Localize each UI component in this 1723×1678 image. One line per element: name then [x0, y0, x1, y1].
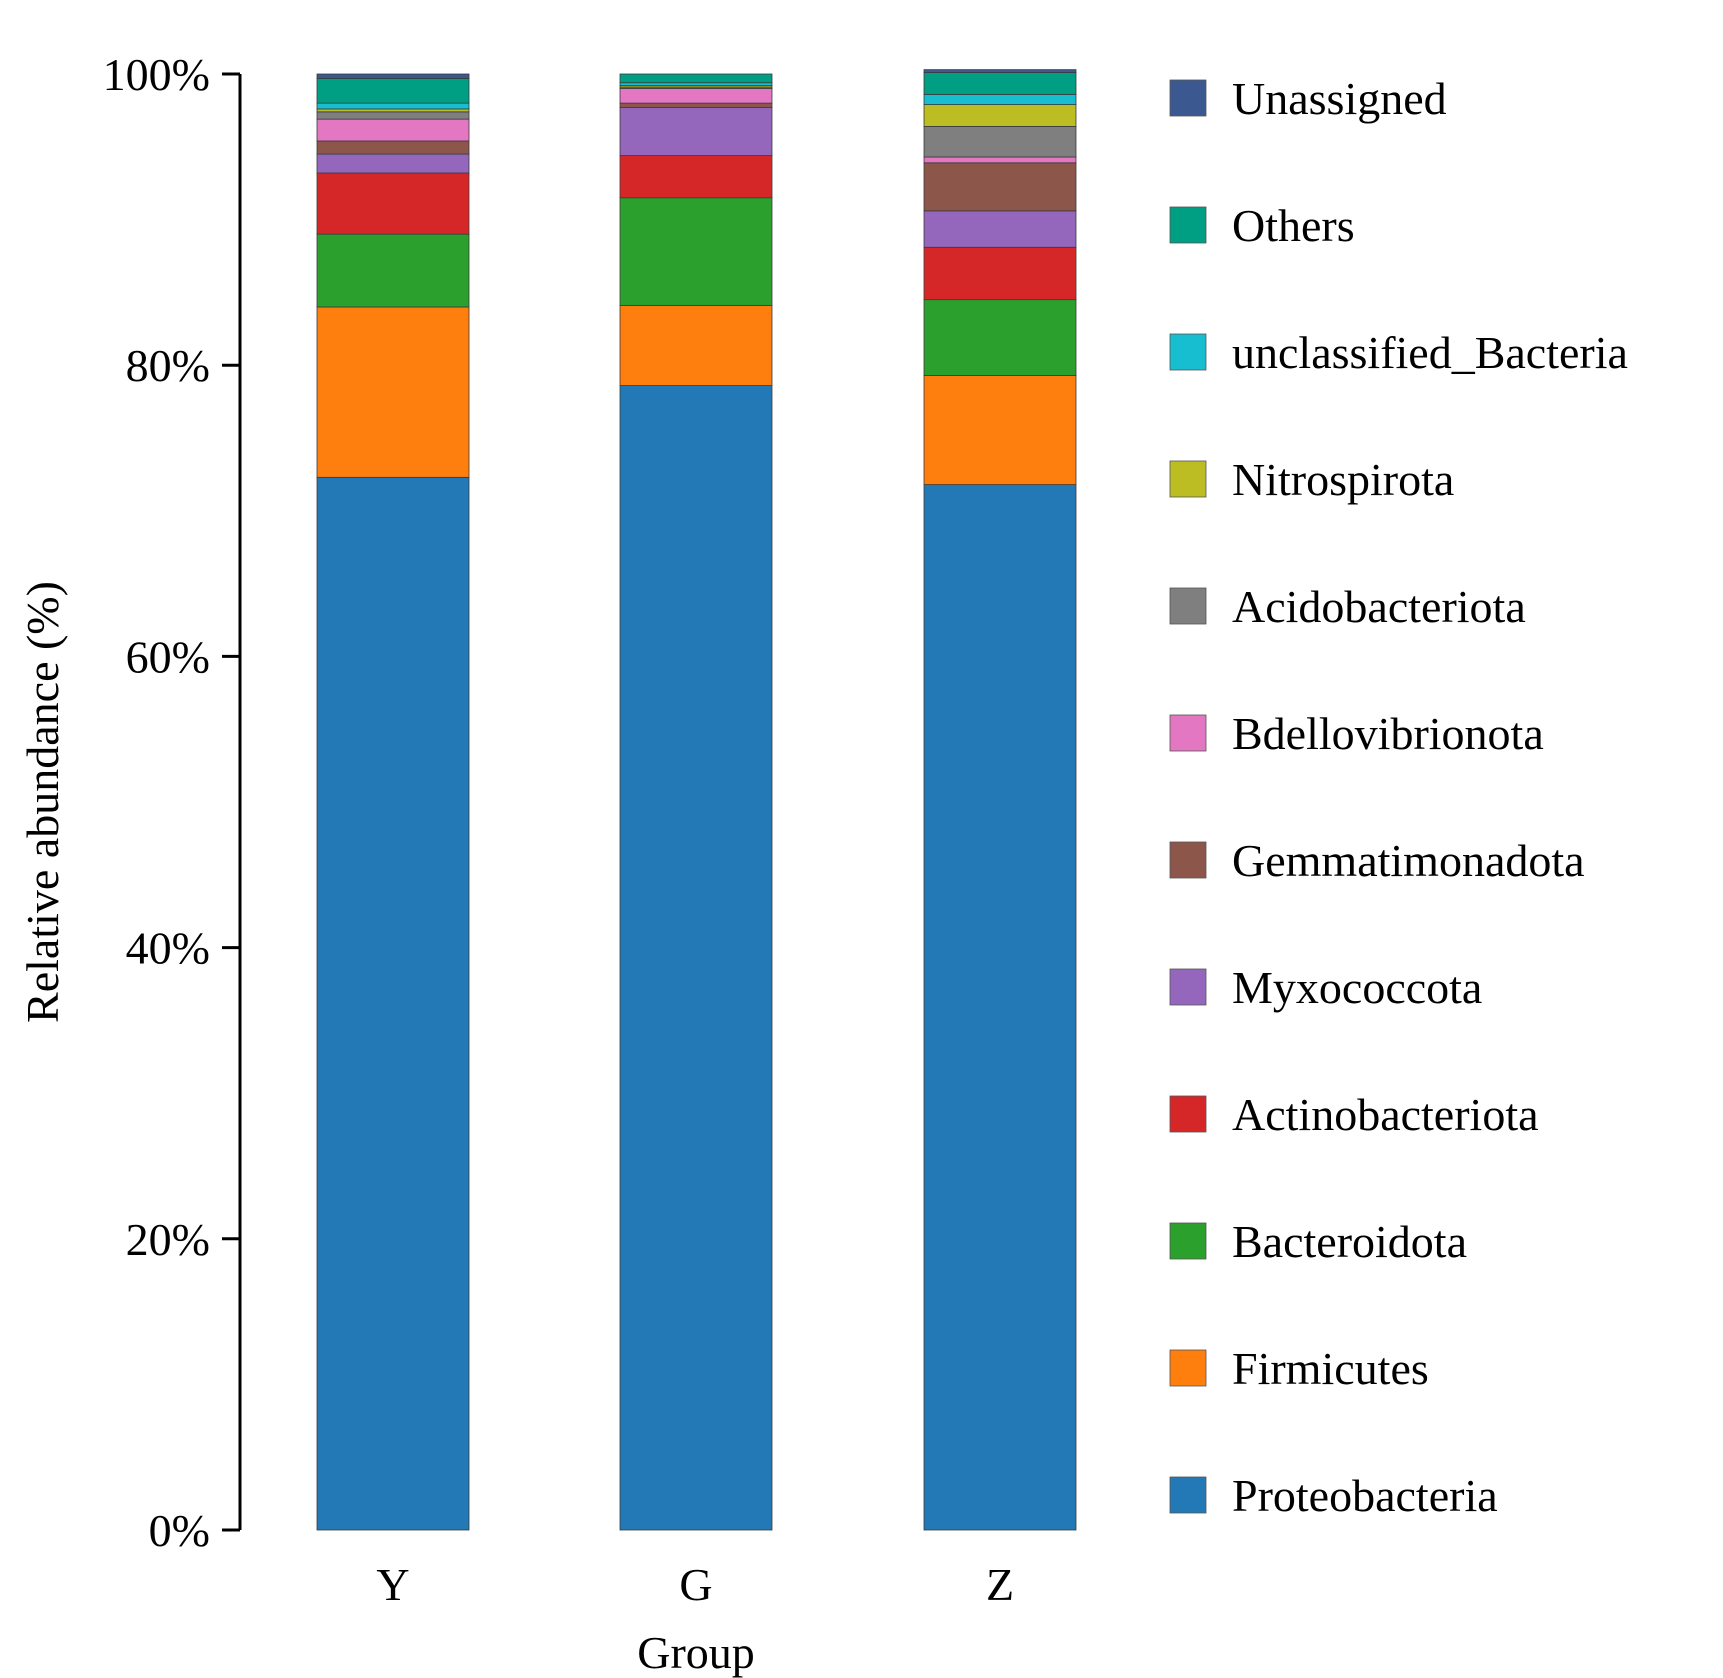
legend-label: Myxococcota: [1232, 962, 1482, 1013]
y-tick-label: 100%: [103, 49, 210, 100]
legend-swatch: [1169, 1095, 1207, 1133]
bar-segment: [316, 306, 470, 478]
bar-segment: [619, 107, 773, 156]
bar-segment: [923, 69, 1077, 73]
legend-swatch: [1169, 460, 1207, 498]
legend-swatch: [1169, 841, 1207, 879]
legend-label: Acidobacteriota: [1232, 581, 1526, 632]
legend-label: Gemmatimonadota: [1232, 835, 1585, 886]
bar-segment: [923, 72, 1077, 95]
bar-segment: [316, 111, 470, 120]
bar-segment: [619, 73, 773, 84]
bar-segment: [923, 126, 1077, 158]
bar-segment: [619, 197, 773, 306]
bar-segment: [923, 162, 1077, 212]
legend-label: Others: [1232, 200, 1355, 251]
bar-segment: [316, 153, 470, 174]
bar-segment: [923, 246, 1077, 301]
legend-swatch: [1169, 714, 1207, 752]
bar-segment: [923, 299, 1077, 376]
y-tick-label: 60%: [126, 631, 210, 682]
bar-segment: [316, 476, 470, 1531]
bar-segment: [923, 484, 1077, 1531]
y-axis: 0% 20% 40% 60% 80% 100%: [103, 49, 242, 1556]
legend-label: Bdellovibrionota: [1232, 708, 1544, 759]
legend-swatch: [1169, 79, 1207, 117]
bars-layer: [316, 69, 1077, 1531]
bar-segment: [619, 102, 773, 108]
bar-segment: [619, 305, 773, 386]
bar-segment: [316, 140, 470, 155]
y-tick-label: 80%: [126, 340, 210, 391]
bar-segment: [619, 155, 773, 199]
bar-segment: [619, 385, 773, 1531]
legend-label: Proteobacteria: [1232, 1470, 1498, 1521]
bar-segment: [923, 156, 1077, 164]
legend-label: Bacteroidota: [1232, 1216, 1467, 1267]
legend-swatch: [1169, 333, 1207, 371]
legend-swatch: [1169, 587, 1207, 625]
x-axis-title: Group: [637, 1627, 755, 1678]
legend-label: Actinobacteriota: [1232, 1089, 1539, 1140]
legend-swatch: [1169, 1349, 1207, 1387]
y-axis-title: Relative abundance (%): [17, 581, 68, 1023]
legend-swatch: [1169, 1222, 1207, 1260]
bar-segment: [316, 108, 470, 113]
bar-segment: [923, 374, 1077, 485]
legend: Unassigned Others unclassified_Bacteria Nit…: [1169, 73, 1628, 1521]
bar-segment: [619, 82, 773, 87]
legend-label: Firmicutes: [1232, 1343, 1429, 1394]
legend-swatch: [1169, 206, 1207, 244]
y-tick-label: 20%: [126, 1214, 210, 1265]
bar-segment: [923, 93, 1077, 105]
bar-segment: [316, 102, 470, 110]
bar-segment: [619, 88, 773, 104]
legend-label: unclassified_Bacteria: [1232, 327, 1628, 378]
x-tick-label: Y: [376, 1559, 409, 1610]
legend-swatch: [1169, 1476, 1207, 1514]
bar-segment: [316, 172, 470, 235]
bar-segment: [316, 77, 470, 104]
y-tick-label: 40%: [126, 923, 210, 974]
legend-label: Nitrospirota: [1232, 454, 1454, 505]
bar-segment: [316, 118, 470, 142]
x-tick-label: Z: [986, 1559, 1014, 1610]
x-tick-label: G: [679, 1559, 712, 1610]
y-tick-label: 0%: [149, 1505, 210, 1556]
legend-swatch: [1169, 968, 1207, 1006]
bar-segment: [923, 210, 1077, 248]
bar-segment: [316, 233, 470, 308]
legend-label: Unassigned: [1232, 73, 1447, 124]
bar-segment: [316, 73, 470, 79]
bar-segment: [923, 104, 1077, 127]
